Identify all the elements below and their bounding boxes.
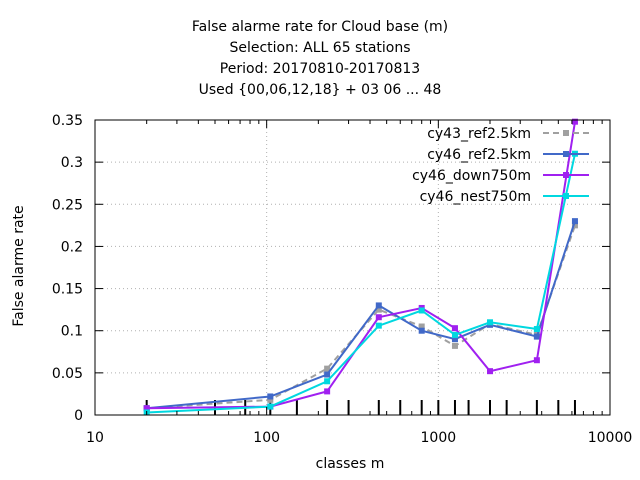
series-group (143, 118, 578, 416)
x-tick-label: 10 (86, 430, 104, 446)
y-tick-label: 0.15 (52, 282, 83, 298)
y-axis-label: False alarme rate (11, 205, 27, 327)
x-tick-label: 10000 (588, 430, 633, 446)
legend-swatch-marker (563, 130, 569, 136)
data-point (533, 326, 540, 333)
axis-ticks: 0 0.05 0.1 0.15 0.2 0.25 0.3 0.35 10 100 1000 10000 (52, 113, 632, 446)
data-point (375, 314, 382, 321)
chart-title-line-3: Period: 20170810-20170813 (219, 61, 421, 77)
legend: cy43_ref2.5km cy46_ref2.5km cy46_down750mc… (412, 126, 589, 205)
data-point (324, 388, 331, 395)
data-point (487, 319, 494, 326)
data-point (571, 222, 578, 229)
data-point (418, 323, 425, 330)
series-line-cy46_down750m (146, 121, 576, 410)
data-point (267, 393, 274, 400)
legend-label: cy46_nest750m (420, 189, 531, 205)
legend-swatch-marker (563, 151, 569, 157)
x-axis-label: classes m (315, 456, 385, 472)
plot-frame (94, 119, 611, 416)
series-line-cy43_ref2.5km (146, 225, 576, 410)
y-tick-label: 0 (74, 408, 83, 424)
data-point (451, 342, 458, 349)
y-tick-label: 0.2 (61, 239, 83, 255)
data-point (267, 396, 274, 403)
data-point (324, 371, 331, 378)
y-tick-label: 0.1 (61, 324, 83, 340)
data-point (487, 368, 494, 375)
data-point (451, 325, 458, 332)
y-tick-label: 0.25 (52, 197, 83, 213)
x-tick-label: 1000 (421, 430, 457, 446)
data-point (533, 333, 540, 340)
data-point (324, 378, 331, 385)
legend-swatch-marker (563, 193, 569, 199)
data-point (324, 365, 331, 372)
y-tick-label: 0.3 (61, 155, 83, 171)
data-point (451, 336, 458, 343)
grid-lines (95, 120, 610, 415)
chart-title-line-4: Used {00,06,12,18} + 03 06 ... 48 (198, 82, 442, 98)
data-point (418, 327, 425, 334)
series-line-cy46_ref2.5km (146, 220, 576, 410)
data-point (267, 403, 274, 410)
data-point (375, 302, 382, 309)
y-tick-label: 0.35 (52, 113, 83, 129)
data-point (571, 218, 578, 225)
x-tick-label: 100 (253, 430, 280, 446)
legend-swatch-marker (563, 172, 569, 178)
data-point (143, 405, 150, 412)
data-point (418, 307, 425, 314)
data-point (375, 306, 382, 313)
data-point (375, 322, 382, 329)
y-tick-label: 0.05 (52, 366, 83, 382)
chart-title-line-1: False alarme rate for Cloud base (m) (191, 19, 449, 35)
legend-label: cy46_ref2.5km (427, 147, 531, 163)
legend-label: cy46_down750m (412, 168, 531, 184)
chart-title-line-2: Selection: ALL 65 stations (229, 40, 411, 56)
legend-label: cy43_ref2.5km (427, 126, 531, 142)
data-point (451, 331, 458, 338)
data-point (571, 118, 578, 125)
data-point (533, 357, 540, 364)
